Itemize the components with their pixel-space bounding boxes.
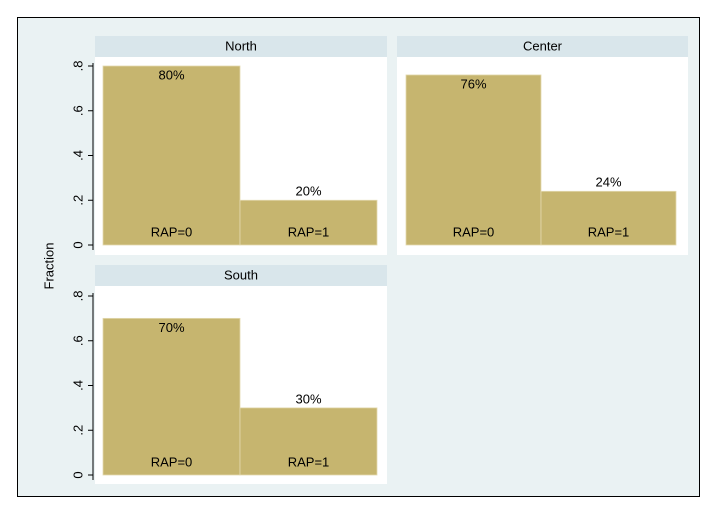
value-label: 70% (158, 320, 184, 335)
y-tick-label: .6 (70, 105, 85, 116)
y-tick-label: .4 (70, 150, 85, 161)
value-label: 20% (295, 184, 321, 199)
bar (239, 407, 378, 476)
y-axis-label: Fraction (41, 243, 56, 290)
category-label: RAP=1 (588, 224, 630, 239)
panel-header (95, 36, 387, 57)
y-tick-label: .4 (70, 380, 85, 391)
panel-title: South (224, 267, 258, 282)
y-tick-label: .8 (70, 291, 85, 302)
panel-header (397, 36, 688, 57)
value-label: 76% (460, 76, 486, 91)
y-tick-label: .2 (70, 425, 85, 436)
bar (102, 65, 241, 246)
category-label: RAP=0 (151, 224, 193, 239)
category-label: RAP=1 (288, 454, 330, 469)
category-label: RAP=1 (288, 224, 330, 239)
y-tick-label: .6 (70, 335, 85, 346)
panel-title: North (225, 38, 257, 53)
y-tick-label: 0 (70, 471, 85, 478)
bar (239, 199, 378, 246)
category-label: RAP=0 (453, 224, 495, 239)
bar (540, 190, 677, 246)
panel-title: Center (523, 38, 563, 53)
y-tick-label: .2 (70, 195, 85, 206)
bar (102, 317, 241, 476)
value-label: 24% (595, 175, 621, 190)
bar (405, 74, 542, 246)
y-tick-label: .8 (70, 61, 85, 72)
y-tick-label: 0 (70, 241, 85, 248)
value-label: 30% (295, 391, 321, 406)
value-label: 80% (158, 67, 184, 82)
category-label: RAP=0 (151, 454, 193, 469)
panel-header (95, 265, 387, 286)
